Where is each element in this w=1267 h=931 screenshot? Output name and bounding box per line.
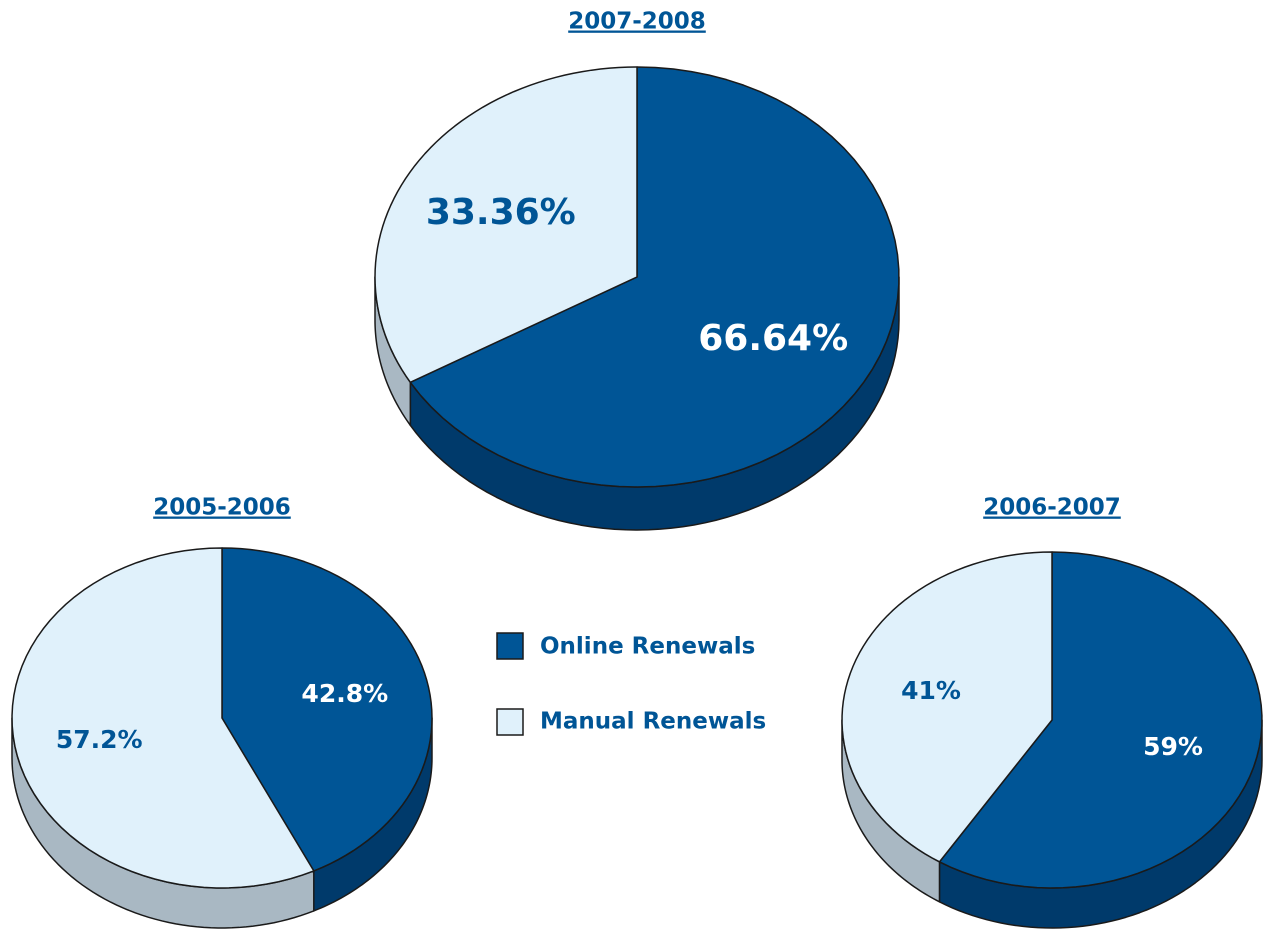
value-label: 59% bbox=[1143, 732, 1203, 761]
pie-slice bbox=[374, 66, 638, 384]
pie-title: 2007-2008 bbox=[568, 9, 706, 35]
value-label: 66.64% bbox=[698, 318, 848, 359]
pie-title: 2006-2007 bbox=[983, 495, 1121, 521]
value-label: 33.36% bbox=[426, 192, 576, 233]
legend-swatch bbox=[496, 632, 524, 660]
value-label: 57.2% bbox=[56, 725, 143, 754]
legend-label: Manual Renewals bbox=[540, 709, 766, 735]
value-label: 42.8% bbox=[301, 679, 388, 708]
pie-slice bbox=[938, 551, 1263, 889]
pie-title: 2005-2006 bbox=[153, 495, 291, 521]
pie-slice bbox=[221, 547, 433, 872]
legend-label: Online Renewals bbox=[540, 634, 755, 660]
value-label: 41% bbox=[901, 676, 961, 705]
pie-slice bbox=[841, 551, 1053, 863]
legend-swatch bbox=[496, 708, 524, 736]
pie-slice bbox=[11, 547, 315, 889]
pie-slice bbox=[409, 66, 900, 488]
